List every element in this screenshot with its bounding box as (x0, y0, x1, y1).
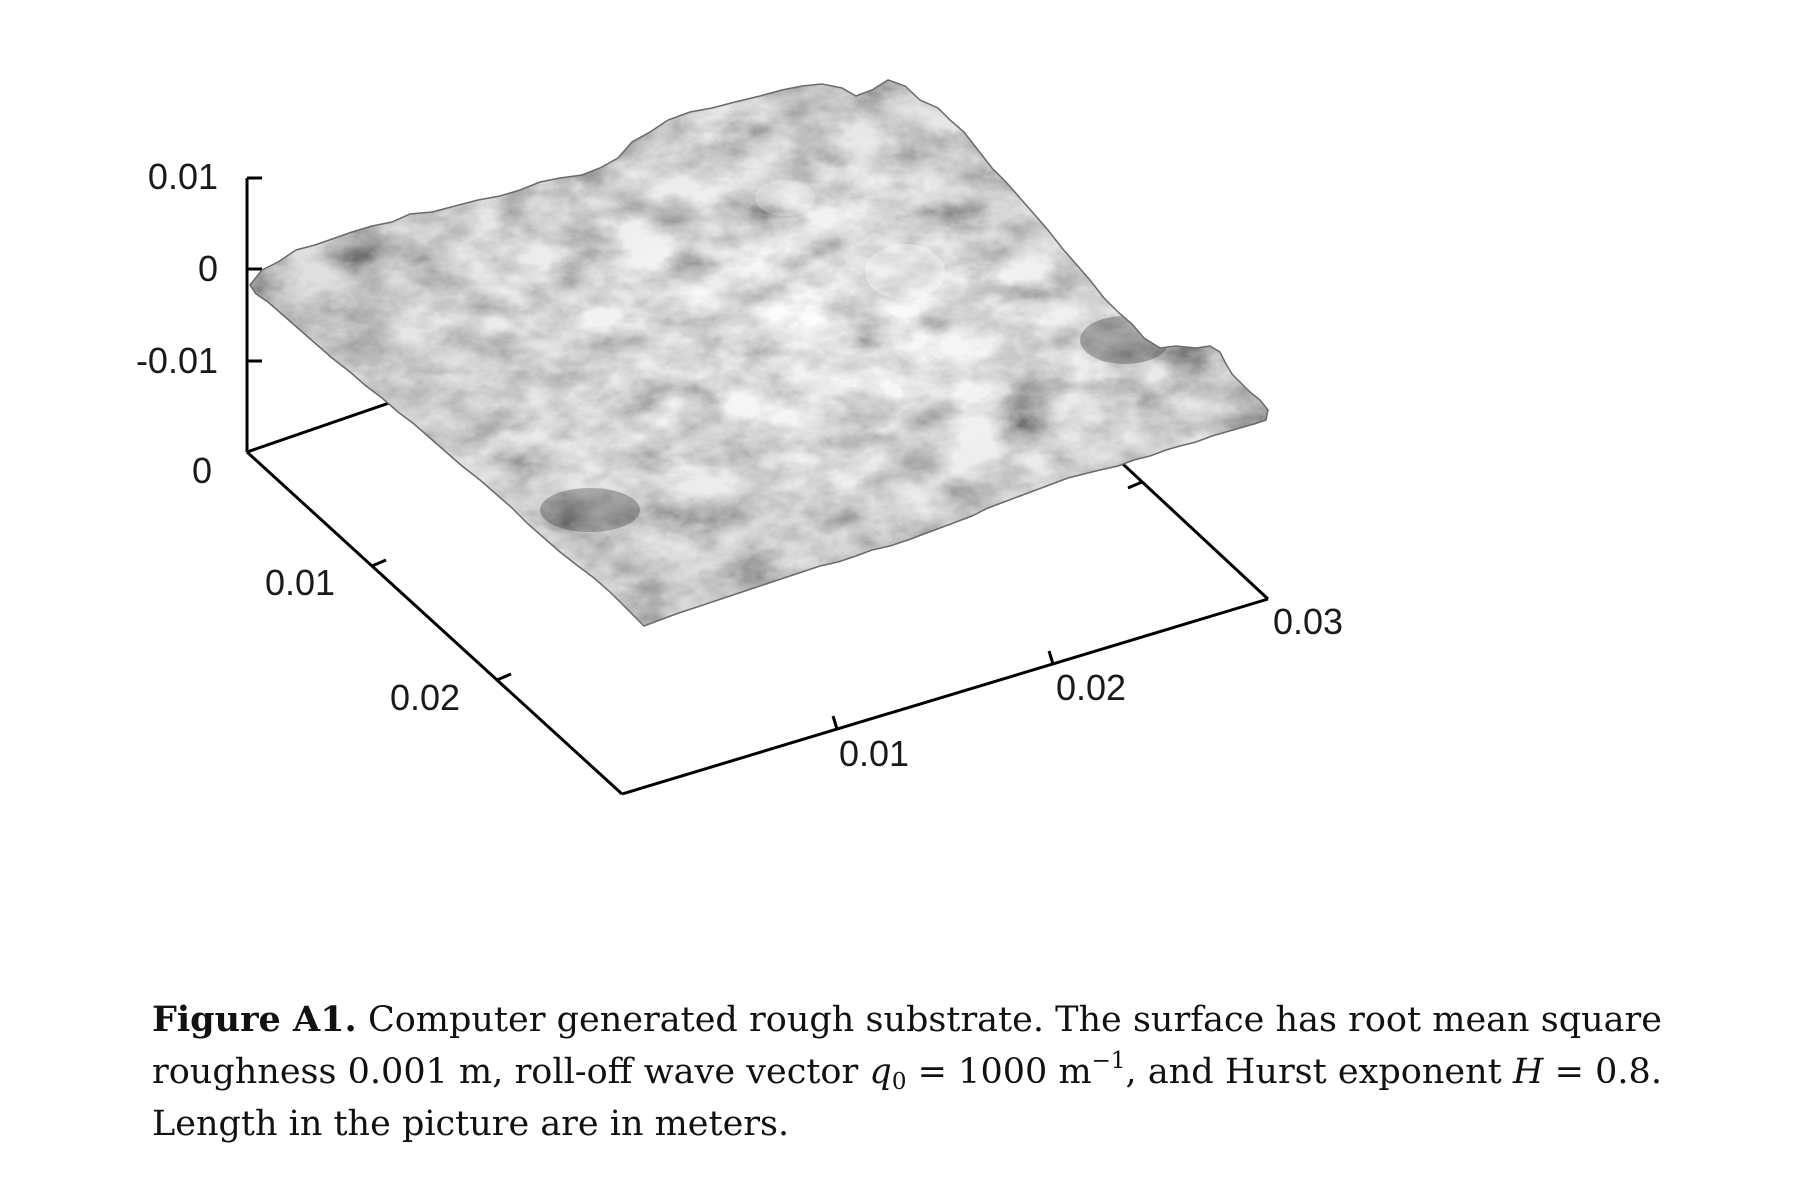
surface-valley-shadow (1080, 316, 1170, 364)
caption-text: Computer generated rough substrate. The … (152, 1000, 1662, 1092)
q0-symbol: q (869, 1052, 892, 1092)
z-tick-label: -0.01 (136, 340, 218, 381)
tick-labels: 0.01 0 -0.01 0 0.01 0.02 0.01 0.02 0.03 (136, 156, 1343, 774)
surface-peak-highlight (865, 244, 945, 300)
rough-surface (250, 80, 1268, 626)
corner-tick-label: 0.03 (1273, 601, 1343, 642)
base-tick-label: 0 (192, 450, 212, 491)
figure-caption: Figure A1. Computer generated rough subs… (152, 994, 1662, 1150)
base-right-tick (1127, 480, 1143, 490)
caption-text: Length in the picture are in meters. (152, 1104, 790, 1144)
caption-label: Figure A1. (152, 999, 357, 1040)
z-tick-label: 0.01 (148, 156, 218, 197)
q0-value: = 1000 m (917, 1052, 1092, 1092)
surface-peak-highlight (755, 180, 815, 216)
base-right-edge (1108, 450, 1270, 601)
x-tick-label: 0.02 (1056, 667, 1126, 708)
y-tick-label: 0.02 (390, 677, 460, 718)
x-tick-mark (1047, 650, 1055, 665)
x-tick-label: 0.01 (839, 733, 909, 774)
y-tick-label: 0.01 (265, 562, 335, 603)
surface-valley-shadow (540, 488, 640, 532)
hurst-value: = 0.8. (1554, 1052, 1662, 1092)
hurst-symbol: H (1512, 1052, 1544, 1092)
q0-subscript: 0 (891, 1069, 907, 1095)
x-axis-line (621, 597, 1269, 796)
x-tick-mark (831, 715, 839, 730)
z-tick-label: 0 (198, 248, 218, 289)
axes (245, 176, 1270, 796)
y-axis-line (245, 450, 624, 796)
base-back-edge (246, 400, 393, 454)
q0-unit-exponent: −1 (1091, 1048, 1126, 1074)
y-tick-mark (496, 672, 512, 682)
y-tick-mark (371, 558, 387, 568)
caption-text: , and Hurst exponent (1125, 1052, 1502, 1092)
